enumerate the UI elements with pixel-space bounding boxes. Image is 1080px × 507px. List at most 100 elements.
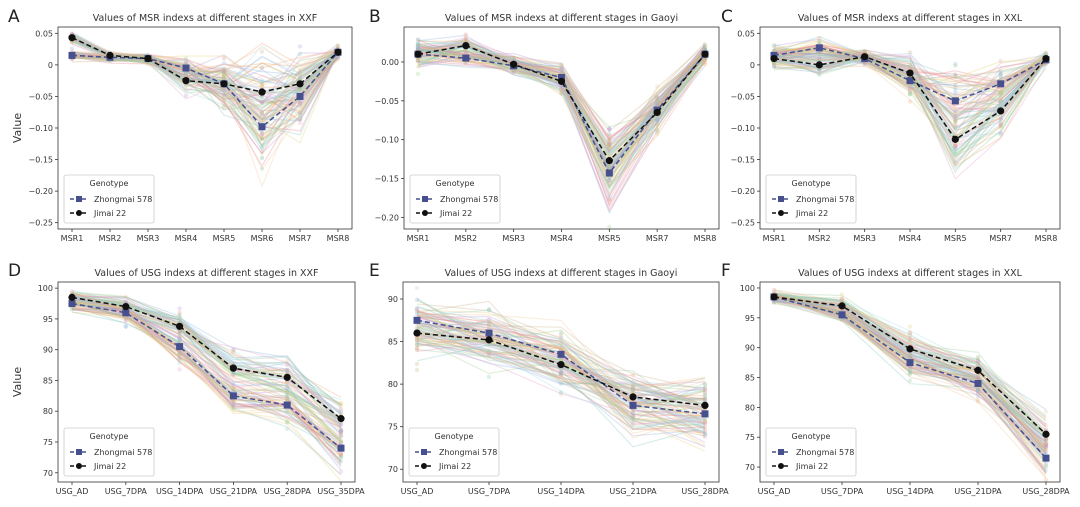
individual-point bbox=[702, 427, 708, 433]
individual-point bbox=[69, 289, 75, 294]
individual-point bbox=[771, 61, 777, 66]
x-tick-label: MSR6 bbox=[251, 234, 274, 243]
individual-point bbox=[183, 73, 189, 78]
individual-line bbox=[71, 32, 339, 92]
individual-point bbox=[231, 402, 236, 407]
individual-point bbox=[1043, 437, 1049, 442]
individual-point bbox=[559, 88, 564, 93]
individual-point bbox=[559, 62, 564, 67]
individual-point bbox=[183, 72, 189, 77]
individual-line bbox=[773, 294, 1047, 474]
individual-point bbox=[486, 352, 492, 357]
individual-point bbox=[975, 358, 981, 363]
individual-point bbox=[839, 298, 845, 303]
x-tick-label: MSR4 bbox=[899, 234, 922, 243]
individual-point bbox=[907, 353, 913, 359]
individual-point bbox=[862, 62, 867, 67]
individual-point bbox=[221, 93, 227, 99]
data-point bbox=[605, 157, 613, 165]
individual-point bbox=[285, 388, 290, 394]
individual-point bbox=[975, 391, 981, 397]
individual-point bbox=[285, 358, 290, 363]
individual-point bbox=[221, 75, 227, 81]
data-point bbox=[1042, 430, 1050, 438]
individual-point bbox=[259, 81, 265, 86]
individual-line bbox=[417, 45, 706, 154]
individual-point bbox=[607, 196, 612, 202]
series-jimai-22 bbox=[68, 293, 345, 423]
individual-point bbox=[607, 194, 612, 199]
individual-point bbox=[511, 70, 516, 76]
individual-point bbox=[285, 393, 290, 398]
individual-point bbox=[998, 121, 1003, 127]
individual-point bbox=[998, 92, 1003, 98]
individual-line bbox=[416, 315, 706, 408]
individual-point bbox=[907, 84, 913, 89]
data-point bbox=[838, 302, 846, 310]
individual-point bbox=[414, 285, 420, 291]
individual-point bbox=[285, 385, 290, 390]
individual-point bbox=[177, 355, 182, 360]
y-tick-label: −0.05 bbox=[374, 97, 399, 106]
individual-point bbox=[415, 41, 421, 46]
individual-point bbox=[415, 57, 421, 63]
individual-line bbox=[773, 36, 1047, 79]
x-tick-label: USG_AD bbox=[401, 487, 434, 496]
individual-point bbox=[559, 84, 564, 89]
data-point bbox=[229, 364, 237, 372]
individual-line bbox=[71, 299, 342, 416]
individual-point bbox=[558, 381, 564, 386]
individual-line bbox=[416, 312, 706, 405]
y-tick-label: 85 bbox=[388, 338, 398, 347]
individual-point bbox=[486, 322, 492, 328]
individual-point bbox=[297, 44, 303, 49]
individual-line bbox=[71, 295, 342, 407]
individual-line bbox=[773, 296, 1047, 450]
individual-point bbox=[1043, 464, 1049, 470]
legend-entry: Jimai 22 bbox=[439, 209, 472, 218]
series-zhongmai-578 bbox=[68, 300, 345, 452]
individual-point bbox=[953, 74, 958, 79]
individual-line bbox=[773, 297, 1047, 475]
data-point bbox=[485, 329, 493, 337]
individual-point bbox=[231, 404, 236, 410]
individual-point bbox=[1043, 446, 1049, 451]
individual-line bbox=[71, 308, 342, 468]
individual-line bbox=[773, 301, 1047, 464]
individual-point bbox=[285, 393, 290, 398]
legend-entry: Jimai 22 bbox=[795, 209, 828, 218]
individual-point bbox=[654, 98, 660, 103]
individual-point bbox=[607, 127, 612, 132]
individual-point bbox=[415, 44, 421, 49]
individual-point bbox=[259, 94, 265, 99]
individual-point bbox=[297, 72, 303, 77]
individual-line bbox=[773, 303, 1047, 436]
panel-letter: F bbox=[721, 261, 731, 281]
individual-point bbox=[1043, 441, 1049, 446]
individual-point bbox=[702, 47, 708, 52]
data-point bbox=[557, 350, 565, 358]
individual-point bbox=[654, 122, 660, 127]
individual-line bbox=[416, 316, 706, 420]
individual-point bbox=[559, 90, 564, 96]
individual-point bbox=[953, 72, 958, 77]
individual-point bbox=[415, 41, 421, 47]
legend-marker bbox=[421, 463, 427, 469]
individual-point bbox=[654, 128, 660, 134]
individual-line bbox=[773, 295, 1047, 479]
individual-point bbox=[259, 132, 265, 138]
legend-title: Genotype bbox=[435, 432, 474, 441]
individual-point bbox=[1043, 447, 1049, 452]
individual-line bbox=[416, 339, 706, 448]
individual-point bbox=[559, 86, 564, 91]
individual-point bbox=[285, 367, 290, 373]
individual-point bbox=[177, 331, 182, 336]
individual-point bbox=[259, 109, 265, 115]
individual-lines bbox=[771, 35, 1049, 180]
individual-point bbox=[702, 60, 708, 65]
data-point bbox=[558, 74, 565, 81]
individual-line bbox=[71, 309, 342, 446]
data-point bbox=[283, 401, 291, 409]
individual-point bbox=[558, 391, 564, 397]
individual-point bbox=[177, 367, 182, 372]
